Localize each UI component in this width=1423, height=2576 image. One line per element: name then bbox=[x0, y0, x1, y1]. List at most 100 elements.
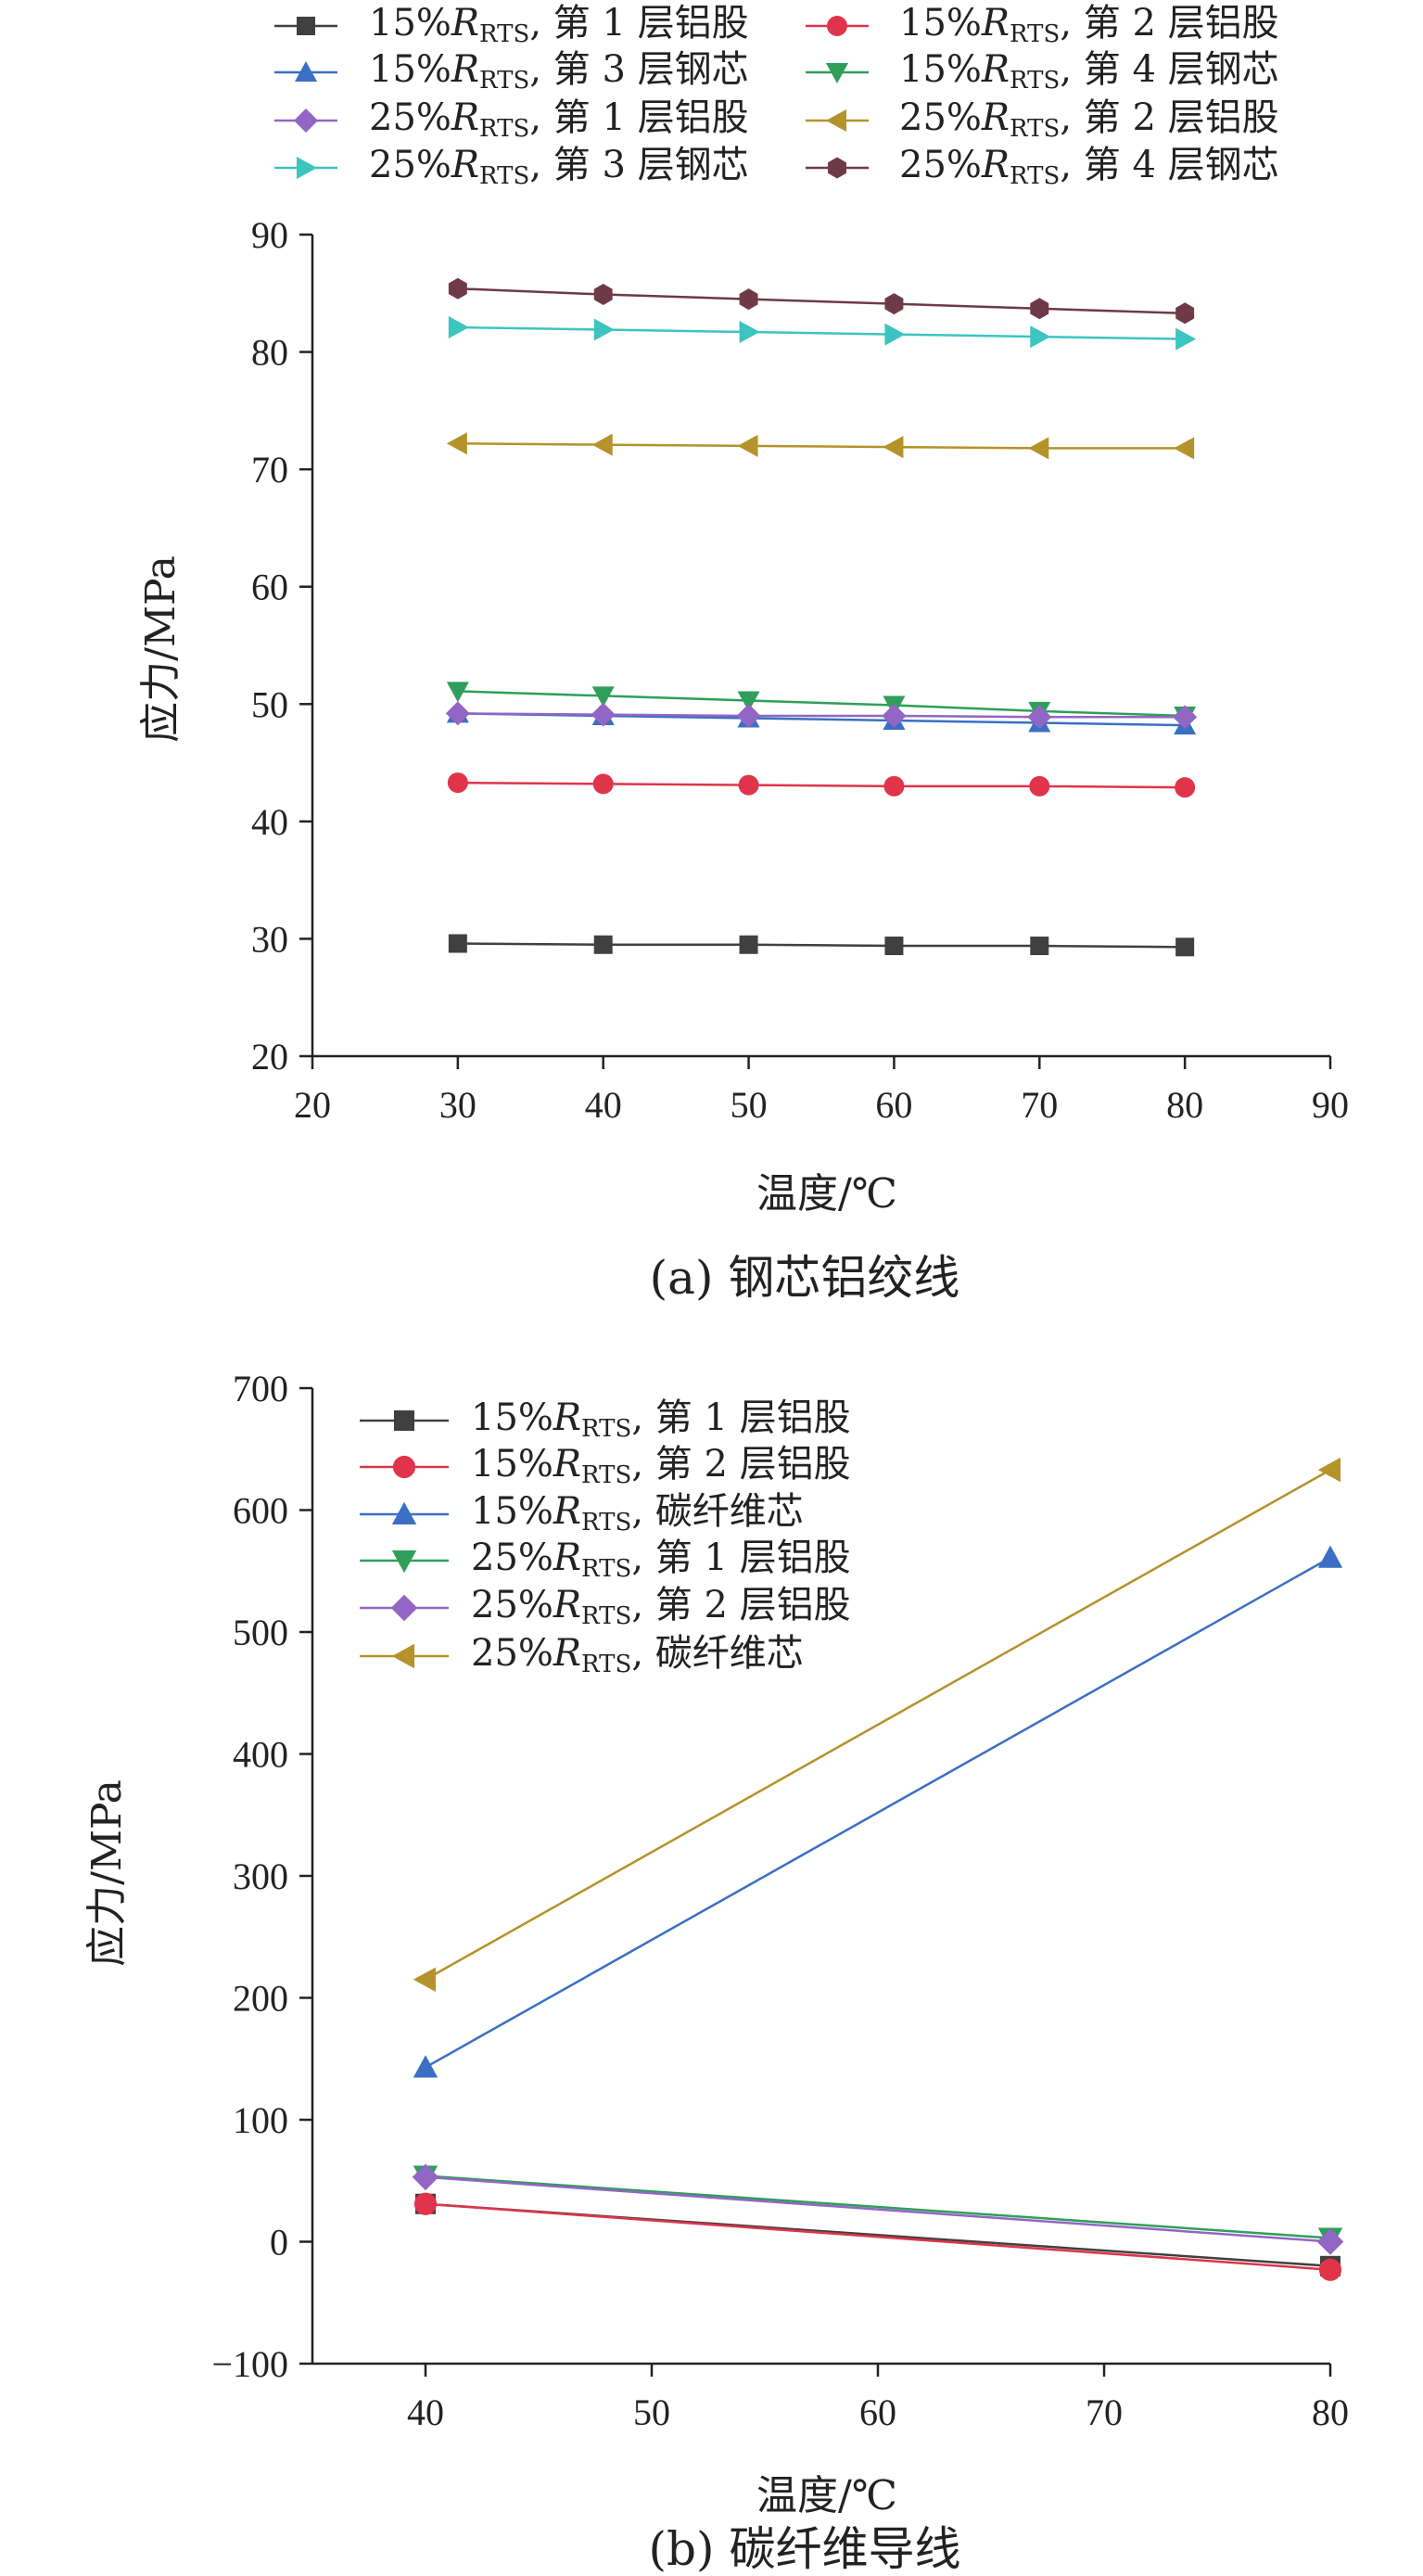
chart-b-x-tick-label: 70 bbox=[1086, 2391, 1123, 2433]
chart-b-data-point bbox=[413, 1967, 436, 1992]
chart-a-series bbox=[445, 277, 1198, 957]
chart-b-y-tick-label: 0 bbox=[270, 2222, 288, 2264]
chart-b-data-point bbox=[1317, 1545, 1343, 1568]
chart-b-legend-marker bbox=[391, 1501, 417, 1524]
chart-a-legend-marker bbox=[828, 157, 846, 179]
chart-b-legend-entry-1: 15%RRTS, 第 1 层铝股 bbox=[360, 1396, 851, 1443]
chart-a-data-point bbox=[1174, 437, 1195, 460]
chart-a-data-point bbox=[447, 772, 468, 794]
chart-b-y-tick-label: 300 bbox=[233, 1855, 288, 1897]
chart-a-series-line-1 bbox=[457, 942, 1186, 949]
chart-a-data-point bbox=[445, 701, 470, 726]
chart-b-data-point bbox=[1316, 2228, 1344, 2255]
chart-b-series-line-2 bbox=[425, 2202, 1331, 2271]
chart-a-data-point bbox=[739, 288, 758, 311]
chart-b-series-line-3 bbox=[425, 1556, 1331, 2069]
chart-a-legend-label-5: 25%RRTS, 第 1 层铝股 bbox=[369, 96, 749, 143]
chart-b-legend-label-6: 25%RRTS, 碳纤维芯 bbox=[471, 1632, 804, 1678]
chart-a-data-point bbox=[448, 934, 467, 953]
chart-b-x-tick-label: 60 bbox=[859, 2391, 896, 2433]
chart-a-series-line-5 bbox=[457, 712, 1186, 719]
chart-a-data-point bbox=[593, 318, 615, 341]
chart-a-x-tick-label: 30 bbox=[439, 1084, 476, 1126]
chart-a-data-point bbox=[1175, 302, 1195, 325]
chart-b-legend-entry-6: 25%RRTS, 碳纤维芯 bbox=[360, 1632, 804, 1678]
chart-b-legend-marker bbox=[391, 1643, 414, 1669]
chart-b-legend-entry-2: 15%RRTS, 第 2 层铝股 bbox=[360, 1443, 851, 1489]
chart-a-legend-label-4: 15%RRTS, 第 4 层钢芯 bbox=[899, 48, 1279, 95]
chart-a-data-point bbox=[1029, 775, 1050, 797]
chart-b-legend-entry-4: 25%RRTS, 第 1 层铝股 bbox=[360, 1537, 851, 1583]
chart-a-data-point bbox=[884, 323, 906, 346]
chart-b-data-point bbox=[413, 2192, 438, 2215]
chart-a-data-point bbox=[1030, 325, 1051, 349]
chart-a-legend-marker bbox=[294, 108, 318, 133]
chart-a-data-point bbox=[1175, 937, 1195, 957]
chart-a-x-tick-label: 70 bbox=[1021, 1084, 1058, 1126]
chart-a-legend-marker bbox=[295, 61, 317, 82]
chart-a-data-point bbox=[591, 686, 615, 708]
chart-a-legend-marker bbox=[827, 16, 847, 36]
chart-a-y-tick-label: 20 bbox=[251, 1036, 288, 1078]
chart-b-y-tick-label: 500 bbox=[233, 1612, 288, 1653]
chart-b-caption: (b) 碳纤维导线 bbox=[649, 2522, 961, 2576]
chart-a-data-point bbox=[883, 436, 904, 459]
chart-a-data-point bbox=[448, 315, 469, 338]
chart-a-data-point bbox=[883, 775, 905, 797]
chart-a-series-3 bbox=[446, 702, 1197, 735]
chart-a-y-tick-label: 40 bbox=[251, 801, 288, 843]
chart-a-series-line-8 bbox=[457, 287, 1186, 315]
chart-b-series-3 bbox=[413, 1545, 1343, 2078]
chart-a-y-tick-label: 70 bbox=[251, 449, 288, 491]
chart-a-data-point bbox=[737, 691, 760, 712]
chart-a-y-tick-label: 30 bbox=[251, 918, 288, 960]
chart-b-y-tick-label: 700 bbox=[233, 1368, 288, 1409]
chart-a-x-tick-label: 60 bbox=[875, 1084, 912, 1126]
chart-b-legend-label-2: 15%RRTS, 第 2 层铝股 bbox=[471, 1443, 851, 1489]
chart-a-legend-entry-4: 15%RRTS, 第 4 层钢芯 bbox=[806, 48, 1279, 95]
chart-b-y-tick-label: 100 bbox=[233, 2099, 288, 2141]
chart-a-data-point bbox=[1030, 937, 1049, 956]
chart-a-series-line-4 bbox=[457, 690, 1186, 718]
chart-a-data-point bbox=[448, 277, 467, 300]
chart-a-legend-entry-6: 25%RRTS, 第 2 层铝股 bbox=[806, 96, 1279, 143]
chart-a-x-axis-label: 温度/℃ bbox=[756, 1170, 897, 1218]
chart-a-legend-marker bbox=[297, 157, 317, 179]
chart-b-data-point bbox=[413, 2055, 438, 2078]
chart-b-y-tick-label: 200 bbox=[233, 1978, 288, 2020]
chart-a-legend-marker bbox=[826, 109, 846, 132]
chart-a-x-tick-label: 20 bbox=[294, 1084, 331, 1126]
chart-b-legend-entry-5: 25%RRTS, 第 2 层铝股 bbox=[360, 1584, 851, 1630]
chart-b-legend-entry-3: 15%RRTS, 碳纤维芯 bbox=[360, 1490, 804, 1537]
chart-a-legend-marker bbox=[826, 63, 848, 83]
chart-a-y-tick-label: 80 bbox=[251, 332, 288, 374]
chart-a-legend-label-8: 25%RRTS, 第 4 层钢芯 bbox=[899, 144, 1279, 190]
chart-a-x-tick-label: 90 bbox=[1312, 1084, 1349, 1126]
chart-a-data-point bbox=[591, 433, 613, 456]
chart-b-carbon-fiber: 40 50 60 70 80 −100 0 100 200 300 400 500 600 700 15%… bbox=[83, 1368, 1349, 2576]
chart-a-data-point bbox=[739, 321, 760, 344]
chart-b-legend-marker bbox=[391, 1550, 417, 1574]
chart-b-y-tick-label: −100 bbox=[211, 2343, 288, 2385]
chart-a-y-tick-label: 60 bbox=[251, 567, 288, 608]
chart-a-data-point bbox=[739, 935, 758, 954]
chart-b-legend-label-3: 15%RRTS, 碳纤维芯 bbox=[471, 1490, 804, 1537]
chart-b-series-2 bbox=[413, 2192, 1342, 2281]
chart-b-series-6 bbox=[413, 1457, 1340, 1992]
chart-b-legend-marker bbox=[390, 1594, 418, 1622]
chart-b-series bbox=[412, 1457, 1344, 2281]
chart-a-data-point bbox=[1175, 327, 1197, 351]
chart-a-data-point bbox=[593, 935, 613, 954]
chart-a-series-line-7 bbox=[457, 325, 1186, 340]
chart-a-x-tick-label: 80 bbox=[1166, 1084, 1203, 1126]
chart-b-legend-label-5: 25%RRTS, 第 2 层铝股 bbox=[471, 1584, 851, 1630]
chart-b-legend-marker bbox=[392, 1455, 416, 1479]
chart-a-series-line-6 bbox=[457, 442, 1186, 450]
chart-a-legend-label-1: 15%RRTS, 第 1 层铝股 bbox=[369, 2, 749, 48]
chart-a-legend-marker bbox=[297, 17, 315, 35]
chart-b-x-axis-label: 温度/℃ bbox=[756, 2472, 897, 2519]
chart-a-data-point bbox=[591, 702, 616, 727]
chart-b-data-point bbox=[1317, 1457, 1340, 1483]
chart-a-data-point bbox=[1027, 705, 1052, 730]
